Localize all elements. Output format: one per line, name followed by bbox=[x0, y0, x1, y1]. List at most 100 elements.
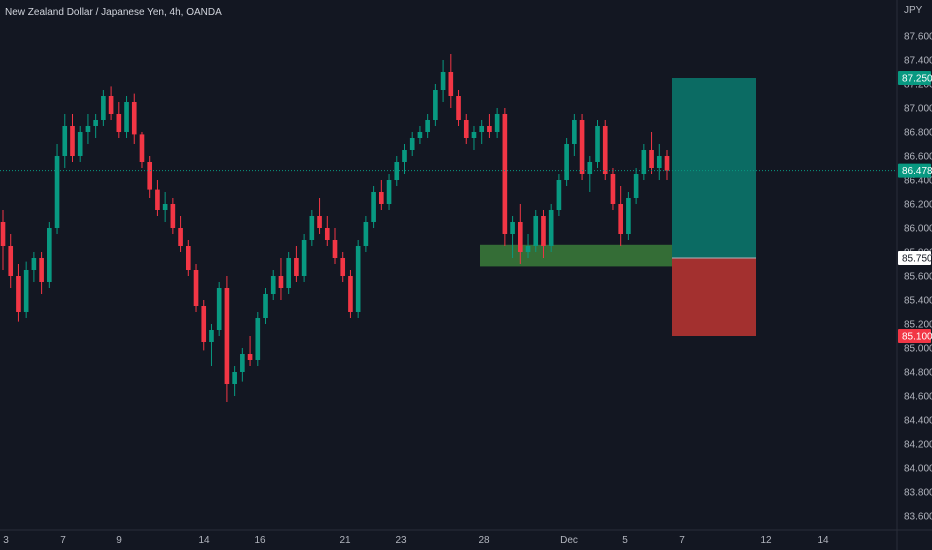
candle bbox=[425, 114, 430, 138]
candle bbox=[170, 198, 176, 234]
support-zone[interactable] bbox=[480, 244, 672, 267]
long-position-target-zone[interactable] bbox=[672, 78, 756, 258]
candle-body bbox=[70, 126, 75, 156]
candle bbox=[77, 126, 83, 162]
price-tick-label: 84.200 bbox=[904, 440, 932, 451]
price-tag-label: 87.250 bbox=[902, 74, 932, 85]
candle bbox=[324, 216, 330, 246]
price-tick-label: 85.200 bbox=[904, 320, 932, 331]
candle bbox=[579, 114, 585, 180]
candle bbox=[23, 261, 29, 318]
candle-body bbox=[31, 258, 37, 270]
time-tick-label: 7 bbox=[60, 535, 66, 546]
candle bbox=[54, 144, 60, 234]
candle-body bbox=[548, 210, 554, 246]
candle bbox=[317, 198, 322, 234]
candle bbox=[379, 180, 384, 210]
price-tick-label: 86.600 bbox=[904, 152, 932, 163]
candle-body bbox=[510, 222, 515, 234]
candle bbox=[610, 168, 616, 210]
candle-body bbox=[178, 228, 183, 246]
candle bbox=[355, 240, 361, 318]
candle-body bbox=[425, 120, 430, 132]
candle-body bbox=[386, 180, 392, 204]
candle bbox=[201, 300, 207, 351]
symbol-title[interactable]: New Zealand Dollar / Japanese Yen, 4h, O… bbox=[5, 7, 222, 18]
candle-body bbox=[433, 90, 438, 120]
candle bbox=[263, 288, 268, 324]
time-tick-label: 7 bbox=[679, 535, 685, 546]
price-tick-label: 86.800 bbox=[904, 128, 932, 139]
long-position-stop-zone[interactable] bbox=[672, 258, 756, 336]
candle bbox=[440, 60, 446, 102]
candle-body bbox=[348, 276, 353, 312]
candle-body bbox=[155, 189, 160, 210]
candle-body bbox=[216, 288, 222, 330]
price-tag-background bbox=[898, 251, 931, 265]
candle-body bbox=[618, 204, 623, 234]
candle bbox=[448, 54, 454, 108]
candle bbox=[224, 276, 230, 402]
candle-body bbox=[47, 228, 52, 282]
candle-body bbox=[564, 144, 569, 180]
candle-body bbox=[286, 258, 291, 288]
candle-body bbox=[595, 126, 600, 162]
price-tick-label: 83.800 bbox=[904, 488, 932, 499]
candle bbox=[664, 150, 670, 180]
candle-body bbox=[626, 198, 631, 234]
candle-body bbox=[556, 180, 562, 210]
price-tag-take-profit: 87.250 bbox=[898, 71, 932, 85]
candle-body bbox=[487, 126, 492, 132]
candle-body bbox=[479, 126, 485, 132]
candle-body bbox=[301, 240, 307, 276]
candle-body bbox=[93, 120, 98, 126]
candle bbox=[185, 240, 191, 276]
time-tick-label: Dec bbox=[560, 535, 578, 546]
candle bbox=[131, 93, 137, 144]
candle-body bbox=[633, 174, 639, 198]
price-tag-entry: 85.750 bbox=[898, 251, 932, 265]
price-tick-label: 86.200 bbox=[904, 200, 932, 211]
currency-label: JPY bbox=[904, 5, 923, 16]
candle-body bbox=[317, 216, 322, 228]
price-tag-label: 85.100 bbox=[902, 332, 932, 343]
candle-body bbox=[23, 270, 29, 312]
candle bbox=[548, 204, 554, 252]
price-tag-stop-loss: 85.100 bbox=[898, 329, 932, 343]
time-scale[interactable] bbox=[0, 530, 897, 550]
candle-body bbox=[440, 72, 446, 90]
price-tag-background bbox=[898, 163, 931, 178]
candle-body bbox=[517, 222, 523, 252]
candle bbox=[162, 192, 168, 222]
time-tick-label: 21 bbox=[339, 535, 351, 546]
candle-body bbox=[409, 138, 415, 150]
candle-body bbox=[232, 372, 237, 384]
candle-body bbox=[131, 102, 137, 135]
candle bbox=[525, 234, 531, 258]
price-tag-label: 86.478 bbox=[902, 166, 932, 177]
candle-body bbox=[39, 258, 44, 282]
price-scale[interactable] bbox=[897, 0, 932, 550]
candle bbox=[216, 282, 222, 336]
price-tick-label: 86.400 bbox=[904, 176, 932, 187]
price-tick-labels: 87.60087.40087.20087.00086.80086.60086.4… bbox=[904, 32, 932, 523]
candle-body bbox=[209, 330, 214, 342]
candle bbox=[39, 252, 44, 294]
candle bbox=[286, 252, 291, 294]
candle-body bbox=[116, 114, 122, 132]
time-tick-labels: 3 7 9 14 16 21 23 28 Dec 5 7 12 14 bbox=[3, 535, 829, 546]
candle-body bbox=[62, 126, 68, 156]
candle bbox=[433, 84, 438, 126]
price-tick-label: 86.000 bbox=[904, 224, 932, 235]
candle-body bbox=[263, 294, 268, 318]
time-tick-label: 5 bbox=[622, 535, 628, 546]
candle bbox=[371, 186, 376, 228]
candle bbox=[556, 174, 562, 216]
price-tick-label: 84.400 bbox=[904, 416, 932, 427]
price-tick-label: 85.400 bbox=[904, 296, 932, 307]
candle bbox=[572, 114, 577, 156]
candle bbox=[618, 186, 623, 246]
candle-body bbox=[139, 134, 145, 162]
